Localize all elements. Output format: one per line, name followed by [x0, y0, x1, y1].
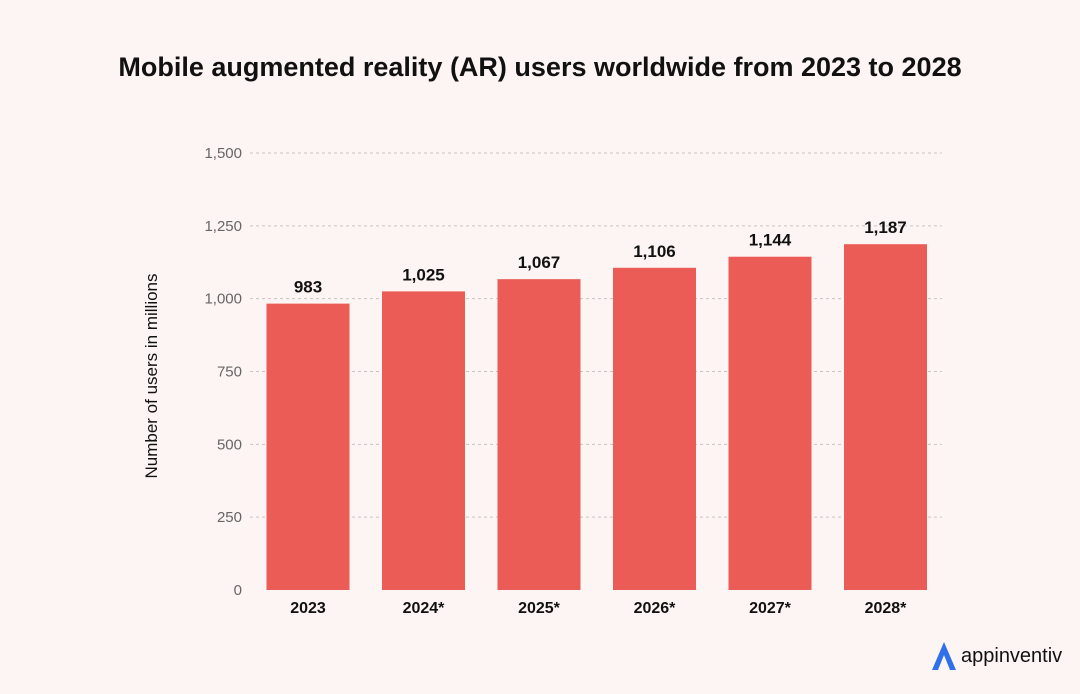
bar — [728, 256, 812, 590]
data-label: 1,144 — [749, 231, 792, 250]
x-tick-label: 2028* — [865, 600, 908, 617]
appinventiv-logo-icon — [932, 642, 956, 670]
x-tick-label: 2026* — [634, 600, 677, 617]
brand-name: appinventiv — [961, 644, 1063, 667]
bar — [844, 244, 927, 591]
y-tick-label: 1,500 — [204, 145, 242, 162]
data-label: 983 — [294, 278, 322, 297]
data-label: 1,187 — [864, 218, 907, 237]
y-axis-title: Number of users in millions — [142, 273, 161, 478]
y-tick-label: 1,000 — [204, 291, 242, 308]
y-tick-label: 250 — [217, 509, 242, 526]
y-tick-label: 0 — [234, 582, 242, 599]
gridlines — [250, 152, 942, 518]
x-tick-label: 2023 — [290, 600, 326, 617]
x-tick-label: 2027* — [749, 600, 792, 617]
bar — [266, 303, 350, 590]
bar — [497, 279, 581, 590]
brand-logo: appinventiv — [931, 640, 1062, 672]
chart-title: Mobile augmented reality (AR) users worl… — [118, 52, 962, 82]
bar — [613, 267, 696, 590]
data-label: 1,025 — [402, 265, 445, 284]
y-tick-label: 1,250 — [204, 218, 242, 235]
bars — [266, 244, 927, 591]
x-tick-label: 2024* — [403, 600, 446, 617]
data-label: 1,067 — [518, 253, 561, 272]
labels: 0 250 500 750 1,000 1,250 1,500 983 2023 1,025 202… — [204, 145, 907, 617]
data-label: 1,106 — [633, 242, 676, 261]
x-tick-label: 2025* — [518, 600, 561, 617]
bar — [382, 291, 465, 590]
y-tick-label: 500 — [217, 436, 242, 453]
y-tick-label: 750 — [217, 364, 242, 381]
